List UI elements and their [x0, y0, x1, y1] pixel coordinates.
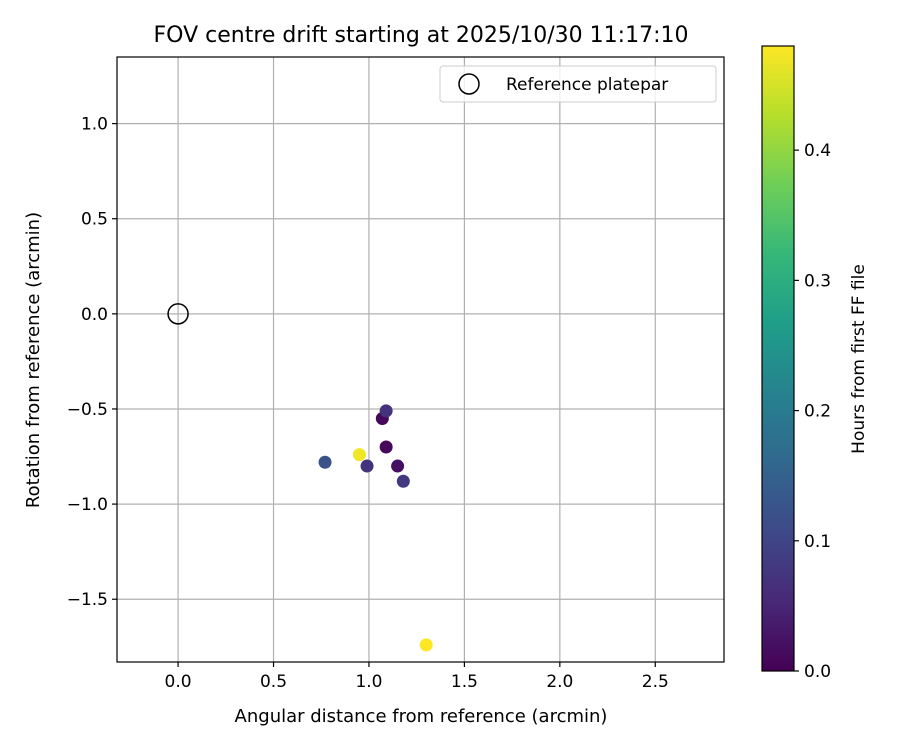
data-point: [360, 459, 374, 473]
x-tick-label: 0.5: [260, 672, 287, 692]
colorbar-tick-label: 0.4: [804, 141, 831, 161]
data-point: [396, 474, 410, 488]
colorbar-gradient: [761, 45, 795, 672]
x-tick-label: 2.0: [546, 672, 573, 692]
y-axis-ticks: 1.0 0.5 0.0 −0.5 −1.0 −1.5: [67, 115, 117, 610]
data-point: [419, 638, 433, 652]
legend-box: [439, 65, 717, 103]
colorbar-ticks: 0.0 0.1 0.2 0.3 0.4: [794, 141, 831, 682]
data-point: [379, 404, 393, 418]
data-point: [318, 455, 332, 469]
y-tick-label: −1.0: [67, 495, 108, 515]
colorbar-tick-label: 0.0: [804, 662, 831, 682]
legend-reference-marker: [458, 73, 480, 95]
x-tick-label: 1.0: [355, 672, 382, 692]
y-tick-label: 1.0: [81, 115, 108, 135]
colorbar-tick-label: 0.2: [804, 402, 831, 422]
y-tick-label: 0.0: [81, 305, 108, 325]
y-tick-label: −0.5: [67, 400, 108, 420]
x-axis-label: Angular distance from reference (arcmin): [235, 706, 608, 727]
plot-frame: [116, 56, 725, 663]
data-point: [379, 440, 393, 454]
grid: [117, 57, 724, 662]
colorbar-label: Hours from first FF file: [849, 264, 869, 454]
reference-marker-layer: [167, 303, 189, 325]
chart-title: FOV centre drift starting at 2025/10/30 …: [154, 23, 689, 48]
y-axis-label: Rotation from reference (arcmin): [23, 212, 44, 508]
y-tick-label: −1.5: [67, 590, 108, 610]
data-points: [318, 404, 433, 652]
reference-platepar-marker: [167, 303, 189, 325]
x-tick-label: 2.5: [642, 672, 669, 692]
colorbar-tick-label: 0.1: [804, 532, 831, 552]
data-point: [391, 459, 405, 473]
legend-label: Reference platepar: [506, 75, 668, 95]
x-axis-ticks: 0.0 0.5 1.0 1.5 2.0 2.5: [165, 662, 669, 692]
x-tick-label: 1.5: [451, 672, 478, 692]
legend: Reference platepar: [439, 65, 717, 103]
x-tick-label: 0.0: [165, 672, 192, 692]
data-point: [352, 448, 366, 462]
y-tick-label: 0.5: [81, 210, 108, 230]
colorbar-tick-label: 0.3: [804, 271, 831, 291]
